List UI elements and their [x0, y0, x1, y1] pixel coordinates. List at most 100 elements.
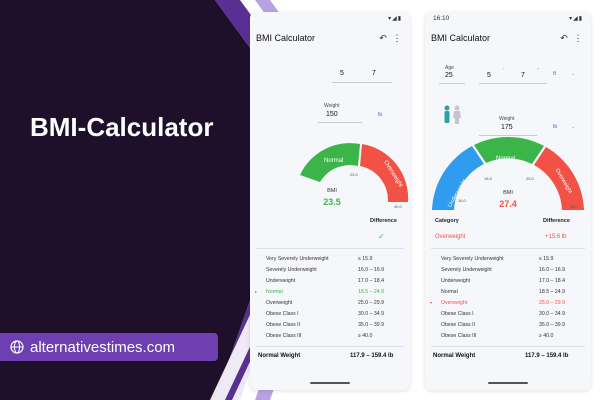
category-name: Very Severely Underweight [441, 256, 504, 262]
weight-unit-dropdown-icon[interactable]: ⌄ [571, 124, 576, 130]
app-title: BMI Calculator [256, 33, 316, 43]
normal-weight-label: Normal Weight [433, 353, 476, 359]
dark-panel [0, 0, 310, 400]
status-bar: 16:10 ▾◢▮ [425, 12, 591, 26]
gauge-tick-18-5: 18.5 [484, 176, 493, 181]
category-name: Severely Underweight [441, 267, 492, 273]
category-name: Obese Class III [266, 333, 302, 339]
gauge-normal-label: Normal [496, 156, 515, 162]
age-label: Age [445, 65, 454, 71]
height-inches-field[interactable]: 7 [521, 72, 525, 79]
height-feet-field[interactable]: 5 [487, 72, 491, 79]
category-range: ≤ 15.9 [358, 256, 373, 262]
height-inches-field[interactable]: 7 [372, 70, 376, 77]
weight-label: Weight [499, 116, 515, 122]
more-options-icon[interactable]: ⋮ [392, 32, 402, 43]
phone-screenshot-2: 16:10 ▾◢▮ BMI Calculator ↶ ⋮ Age 25 5 ′ … [425, 12, 591, 390]
status-time: 16:10 [433, 15, 450, 22]
category-range: 16.0 – 16.9 [539, 267, 565, 273]
category-range: 18.5 – 24.9 [539, 289, 565, 295]
category-name: Obese Class I [441, 311, 474, 317]
status-bar: ▾◢▮ [250, 12, 410, 26]
gauge-tick-40: 40.0 [394, 204, 403, 209]
feet-mark: ′ [503, 68, 504, 74]
undo-icon[interactable]: ↶ [560, 32, 568, 43]
normal-weight-label: Normal Weight [258, 353, 301, 359]
category-range: 17.0 – 18.4 [358, 278, 384, 284]
gender-icon[interactable] [441, 104, 463, 126]
weight-input[interactable]: 175 [501, 124, 513, 131]
category-header: Category [435, 218, 459, 224]
site-url[interactable]: alternativestimes.com [30, 338, 176, 356]
height-unit[interactable]: ft [553, 71, 557, 77]
category-name: Overweight [441, 300, 468, 306]
category-range: 17.0 – 18.4 [539, 278, 565, 284]
normal-weight-range: 117.9 – 159.4 lb [525, 353, 569, 359]
gauge-tick-16: 16.0 [458, 198, 467, 203]
gauge-tick-25: 25.0 [526, 176, 535, 181]
weight-input[interactable]: 150 [326, 111, 338, 118]
gauge-overweight-segment [534, 147, 584, 210]
footer-divider [256, 346, 404, 347]
current-category-marker-icon: ▸ [255, 289, 258, 294]
difference-header: Difference [370, 218, 397, 224]
category-range: 35.0 – 39.9 [358, 322, 384, 328]
phone-screenshot-1: ▾◢▮ BMI Calculator ↶ ⋮ 5 7 Weight 150 lb… [250, 12, 410, 390]
category-name: Normal [441, 289, 458, 295]
site-badge[interactable]: alternativestimes.com [0, 333, 218, 361]
height-unit-dropdown-icon[interactable]: ⌄ [571, 71, 576, 77]
category-range: ≤ 15.9 [539, 256, 554, 262]
weight-unit[interactable]: lb [378, 112, 383, 118]
check-icon: ✓ [378, 232, 385, 241]
bmi-gauge: Normal Overweight 25.0 40.0 [300, 143, 409, 209]
weight-underline [479, 135, 537, 136]
category-name: Severely Underweight [266, 267, 317, 273]
weight-unit[interactable]: lb [553, 124, 558, 130]
difference-header: Difference [543, 218, 570, 224]
category-range: 35.0 – 39.9 [539, 322, 565, 328]
gesture-nav-bar[interactable] [488, 382, 528, 384]
gauge-tick-40: 40.0 [570, 204, 579, 209]
height-underline [479, 83, 547, 84]
category-name: Overweight [266, 300, 293, 306]
category-range: 30.0 – 34.9 [539, 311, 565, 317]
category-value: Overweight [435, 234, 466, 240]
inches-mark: ″ [537, 68, 539, 74]
bmi-value: 27.4 [499, 199, 517, 209]
category-range: ≥ 40.0 [539, 333, 554, 339]
category-range: 18.5 – 24.9 [358, 289, 384, 295]
category-name: Obese Class II [441, 322, 476, 328]
category-range: 16.0 – 16.9 [358, 267, 384, 273]
category-range: 25.0 – 29.9 [358, 300, 384, 306]
table-divider [256, 248, 404, 249]
weight-underline [318, 122, 362, 123]
age-underline [439, 83, 465, 84]
bmi-value: 23.5 [323, 197, 341, 207]
weight-label: Weight [324, 103, 340, 109]
app-title: BMI Calculator [431, 33, 491, 43]
more-options-icon[interactable]: ⋮ [573, 32, 583, 43]
height-feet-field[interactable]: 5 [340, 70, 344, 77]
gauge-overweight-segment [360, 144, 409, 202]
globe-icon [10, 340, 24, 354]
category-range: 25.0 – 29.9 [539, 300, 565, 306]
gauge-normal-segment [474, 136, 544, 164]
undo-icon[interactable]: ↶ [379, 32, 387, 43]
category-name: Very Severely Underweight [266, 256, 329, 262]
table-divider [431, 248, 585, 249]
category-name: Obese Class III [441, 333, 477, 339]
age-input[interactable]: 25 [445, 72, 453, 79]
bmi-label: BMI [503, 190, 513, 196]
category-name: Obese Class II [266, 322, 301, 328]
footer-divider [431, 346, 585, 347]
current-category-marker-icon: ▾ [430, 300, 433, 305]
bmi-gauge: Underweight Normal Overweight 16.0 18.5 … [432, 136, 584, 210]
category-name: Obese Class I [266, 311, 299, 317]
category-range: 30.0 – 34.9 [358, 311, 384, 317]
bmi-label: BMI [327, 188, 337, 194]
app-bar: BMI Calculator ↶ ⋮ [425, 26, 591, 50]
gesture-nav-bar[interactable] [310, 382, 350, 384]
category-range: ≥ 40.0 [358, 333, 373, 339]
category-name: Normal [266, 289, 283, 295]
hero-title: BMI-Calculator [30, 112, 214, 142]
